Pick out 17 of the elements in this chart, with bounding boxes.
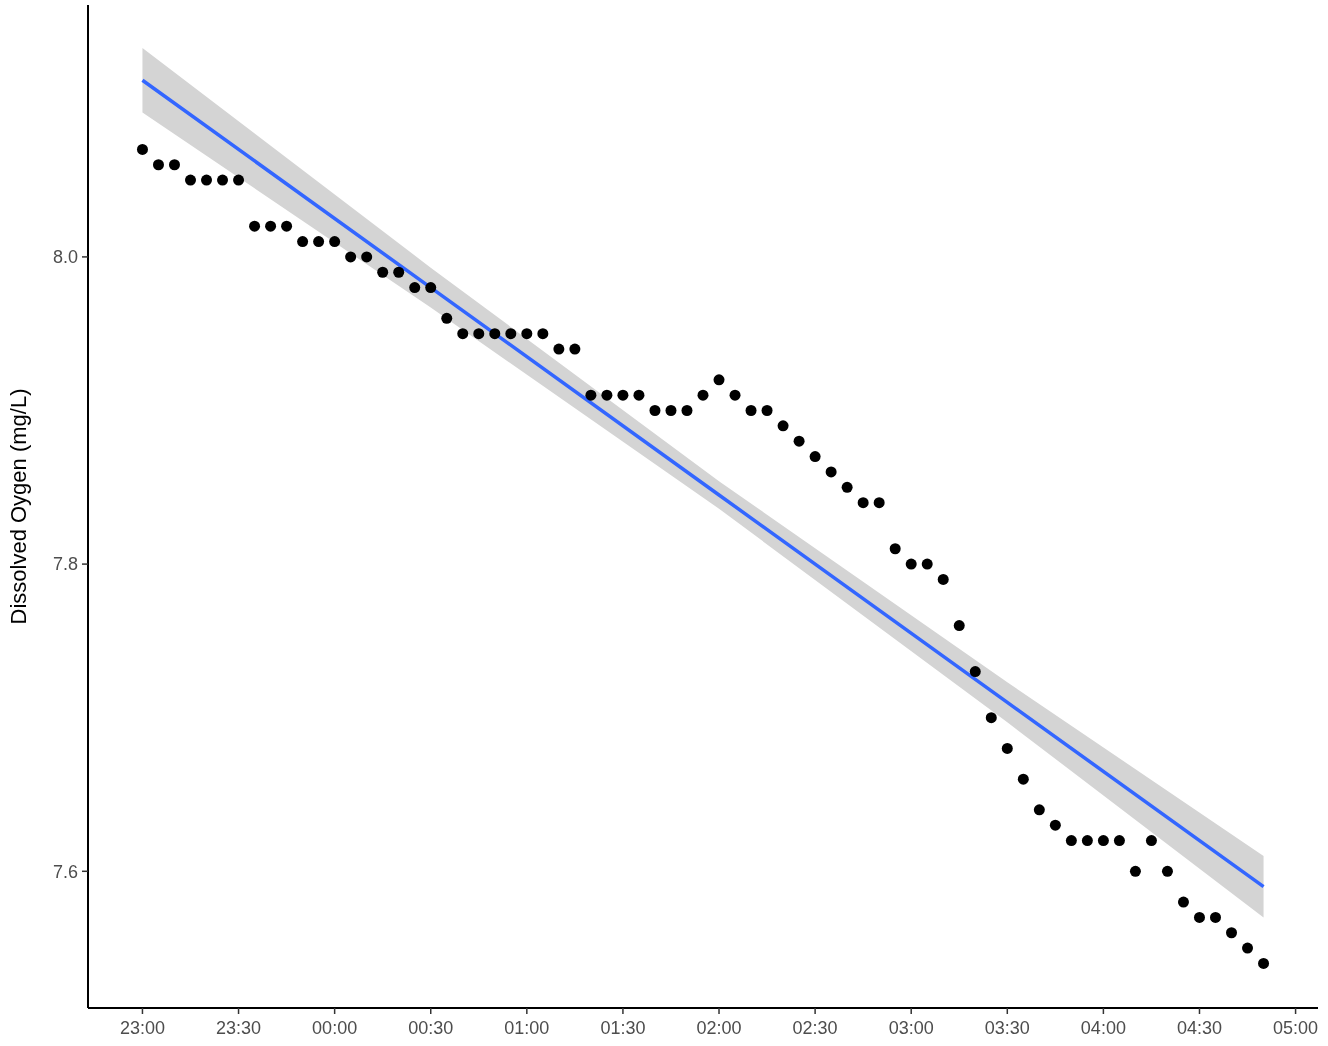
x-tick-label: 03:00 — [888, 1018, 934, 1038]
x-tick-label: 00:00 — [312, 1018, 358, 1038]
y-axis-title: Dissolved Oygen (mg/L) — [6, 388, 31, 625]
x-tick-label: 02:30 — [792, 1018, 838, 1038]
x-tick-label: 03:30 — [984, 1018, 1030, 1038]
y-tick-label: 7.8 — [52, 554, 78, 575]
x-tick-label: 04:30 — [1176, 1018, 1223, 1038]
x-tick-label: 05:00 — [1273, 1018, 1319, 1038]
y-tick-label: 8.0 — [52, 247, 78, 268]
y-tick-label: 7.6 — [52, 861, 78, 882]
x-tick-label: 23:00 — [119, 1018, 165, 1038]
x-tick-label: 01:30 — [600, 1018, 646, 1038]
x-tick-label: 02:00 — [696, 1018, 742, 1038]
x-tick-label: 00:30 — [408, 1018, 454, 1038]
x-tick-label: 23:30 — [216, 1018, 262, 1038]
x-tick-label: 04:00 — [1080, 1018, 1126, 1038]
x-tick-label: 01:00 — [504, 1018, 550, 1038]
